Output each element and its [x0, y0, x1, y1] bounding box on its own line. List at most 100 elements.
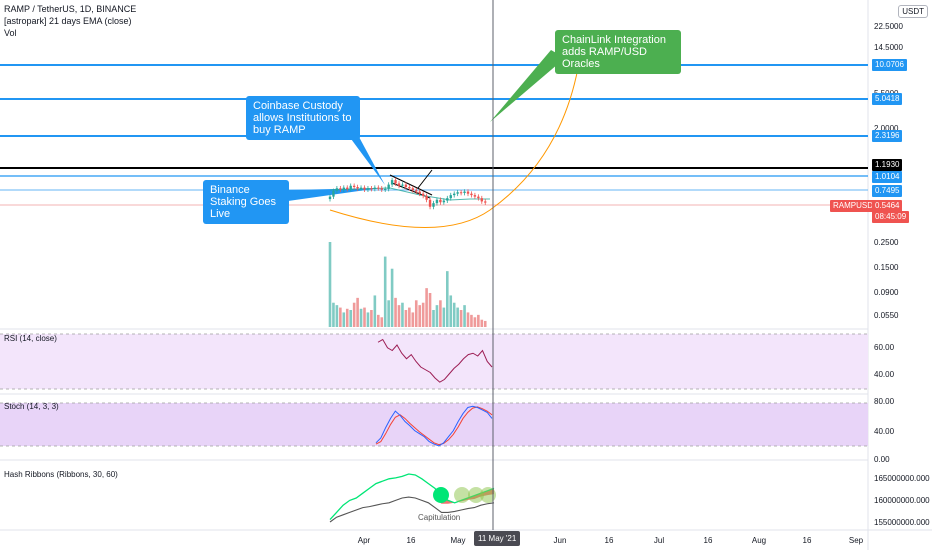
volume-bar: [352, 302, 356, 327]
candle-body: [435, 199, 439, 204]
volume-bar: [356, 297, 359, 327]
volume-bar: [459, 310, 463, 327]
candle-body: [377, 187, 380, 189]
price-tick: 2.0000: [874, 124, 899, 133]
candle-body: [480, 198, 483, 202]
volume-bar: [473, 317, 477, 327]
price-tick: 0.0900: [874, 288, 899, 297]
volume-bar: [414, 300, 418, 327]
candle-body: [373, 187, 377, 189]
hash-circle: [454, 487, 470, 503]
candle-body: [397, 183, 401, 186]
volume-bar: [408, 307, 411, 327]
volume-bar: [452, 302, 456, 327]
volume-bar: [463, 305, 466, 327]
symbol-tag: RAMPUSDT: [830, 200, 881, 212]
rsi-line-group: [377, 338, 493, 383]
candle-body: [335, 188, 339, 191]
volume-bar: [411, 312, 415, 327]
hash-circle: [480, 487, 496, 503]
volume-bar: [363, 307, 366, 327]
price-tick: 22.5000: [874, 22, 903, 31]
chainlink-pointer: [490, 50, 565, 122]
stoch-tick: 0.00: [874, 455, 890, 464]
volume-bar: [477, 314, 480, 327]
stoch-tick: 80.00: [874, 397, 895, 406]
volume-bar: [390, 268, 394, 327]
volume-bar: [432, 310, 435, 327]
stoch-title[interactable]: Stoch (14, 3, 3): [4, 402, 59, 411]
volume-bar: [483, 320, 487, 327]
volume-bar: [387, 300, 390, 327]
volume-bar: [394, 297, 397, 327]
volume-bar: [366, 312, 370, 327]
price-candles: [328, 177, 487, 210]
candle-body: [463, 191, 466, 193]
time-tick: Aug: [751, 536, 767, 545]
level-tag: 1.1930: [872, 159, 903, 171]
candle-body: [439, 199, 442, 203]
volume-bar: [404, 310, 408, 327]
rsi-band: [0, 334, 868, 389]
level-tag: 10.0706: [872, 59, 907, 71]
candle-body: [390, 180, 394, 185]
candle-body: [442, 200, 446, 203]
candle-body: [342, 187, 345, 190]
volume-bar: [425, 288, 428, 327]
volume-bar: [397, 305, 401, 327]
hash-tick: 160000000.000: [874, 496, 930, 505]
indicator-vol-label[interactable]: Vol: [4, 28, 17, 38]
candle-body: [404, 184, 408, 188]
volume-bar: [435, 305, 439, 327]
volume-bar: [335, 305, 339, 327]
hash-circle: [468, 487, 484, 503]
indicator-ema-label[interactable]: [astropark] 21 days EMA (close): [4, 16, 132, 26]
candle-body: [466, 191, 470, 194]
volume-bar: [470, 314, 473, 327]
coinbase-callout: Coinbase Custody allows Institutions to …: [246, 96, 360, 140]
candle-body: [387, 184, 390, 189]
candle-body: [459, 192, 463, 194]
candle-body: [456, 192, 459, 194]
volume-bar: [466, 312, 470, 327]
volume-bar: [377, 314, 380, 327]
candle-body: [432, 203, 435, 207]
level-tag: 0.7495: [872, 185, 903, 197]
chart-title: RAMP / TetherUS, 1D, BINANCE: [4, 4, 137, 14]
volume-bar: [421, 302, 425, 327]
stoch-d-line: [375, 406, 493, 446]
candle-body: [428, 199, 432, 207]
candle-body: [339, 188, 342, 190]
price-tick: 14.5000: [874, 43, 903, 52]
time-tick: 16: [604, 536, 614, 545]
time-tick: Jun: [553, 536, 567, 545]
candle-body: [415, 190, 418, 192]
candle-body: [363, 187, 366, 190]
hash-buy-signal: [433, 487, 449, 503]
candle-body: [380, 188, 383, 190]
hash-title[interactable]: Hash Ribbons (Ribbons, 30, 60): [4, 470, 118, 479]
volume-bars: [328, 242, 487, 327]
level-tag: 1.0104: [872, 171, 903, 183]
capitulation-label: Capitulation: [418, 513, 461, 522]
time-tick: 16: [802, 536, 812, 545]
volume-bar: [439, 300, 442, 327]
candle-body: [328, 196, 332, 200]
chainlink-callout: ChainLink Integration adds RAMP/USD Orac…: [555, 30, 681, 74]
candle-body: [346, 187, 349, 189]
candle-body: [411, 188, 414, 191]
rsi-title[interactable]: RSI (14, close): [4, 334, 57, 343]
volume-bar: [449, 295, 453, 327]
parabolic-arc: [329, 67, 579, 228]
time-tick: 16: [703, 536, 713, 545]
volume-bar: [328, 242, 332, 327]
volume-bar: [373, 295, 377, 327]
candle-body: [418, 191, 421, 194]
currency-badge[interactable]: USDT: [898, 5, 928, 18]
time-tick: 16: [406, 536, 416, 545]
volume-bar: [345, 308, 349, 327]
hash-tick: 155000000.000: [874, 518, 930, 527]
price-tick: 0.0550: [874, 311, 899, 320]
candle-body: [370, 188, 373, 190]
